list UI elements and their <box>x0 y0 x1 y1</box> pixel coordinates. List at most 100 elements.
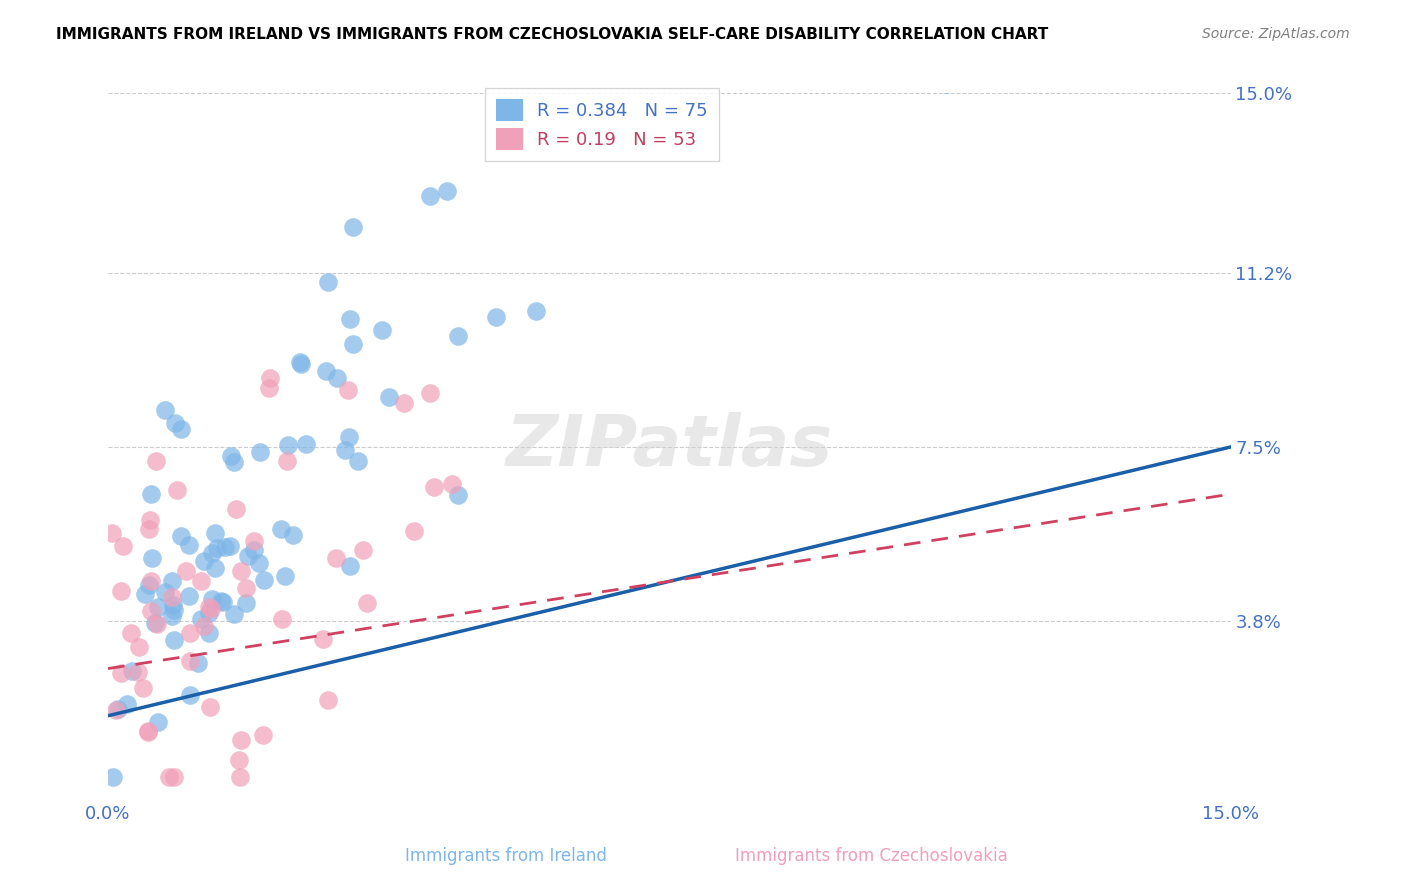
Point <box>174 564 197 578</box>
Point <box>177 589 200 603</box>
Text: IMMIGRANTS FROM IRELAND VS IMMIGRANTS FROM CZECHOSLOVAKIA SELF-CARE DISABILITY C: IMMIGRANTS FROM IRELAND VS IMMIGRANTS FR… <box>56 27 1049 42</box>
Point <box>316 276 339 290</box>
Point <box>121 664 143 678</box>
Point <box>392 395 415 409</box>
Point <box>110 665 132 680</box>
Point <box>339 558 361 573</box>
Point <box>153 585 176 599</box>
Point <box>333 443 356 458</box>
Point <box>141 551 163 566</box>
Text: ZIPatlas: ZIPatlas <box>506 412 832 482</box>
Point <box>179 654 201 668</box>
Point <box>193 554 215 568</box>
Point <box>146 599 169 614</box>
Point <box>193 619 215 633</box>
Point <box>198 606 221 620</box>
Point <box>139 574 162 588</box>
Point <box>270 612 292 626</box>
Point <box>160 574 183 588</box>
Text: Source: ZipAtlas.com: Source: ZipAtlas.com <box>1202 27 1350 41</box>
Point <box>315 364 337 378</box>
Point <box>139 487 162 501</box>
Point <box>339 312 361 326</box>
Point <box>583 62 606 77</box>
Point <box>402 524 425 538</box>
Point <box>326 371 349 385</box>
Point <box>821 39 844 54</box>
Point <box>347 453 370 467</box>
Point <box>138 522 160 536</box>
Point <box>294 436 316 450</box>
Point <box>162 599 184 613</box>
Point <box>257 381 280 395</box>
Point <box>146 616 169 631</box>
Point <box>235 581 257 595</box>
Point <box>447 329 470 343</box>
Point <box>139 513 162 527</box>
Point <box>242 543 264 558</box>
Point <box>419 385 441 400</box>
Legend: R = 0.384   N = 75, R = 0.19   N = 53: R = 0.384 N = 75, R = 0.19 N = 53 <box>485 88 718 161</box>
Point <box>110 584 132 599</box>
Point <box>187 29 209 44</box>
Point <box>112 539 135 553</box>
Point <box>252 728 274 742</box>
Point <box>222 607 245 621</box>
Point <box>179 625 201 640</box>
Point <box>212 594 235 608</box>
Point <box>204 561 226 575</box>
Point <box>153 403 176 417</box>
Point <box>447 488 470 502</box>
Point <box>120 626 142 640</box>
Point <box>101 770 124 784</box>
Point <box>163 770 186 784</box>
Point <box>371 323 394 337</box>
Point <box>436 184 458 198</box>
Text: Immigrants from Czechoslovakia: Immigrants from Czechoslovakia <box>735 847 1008 865</box>
Point <box>259 371 281 385</box>
Point <box>524 303 547 318</box>
Point <box>200 699 222 714</box>
Point <box>325 551 347 566</box>
Point <box>312 632 335 647</box>
Point <box>222 455 245 469</box>
Point <box>107 702 129 716</box>
Point <box>229 564 252 578</box>
Point <box>145 615 167 630</box>
Point <box>423 480 446 494</box>
Point <box>352 543 374 558</box>
Point <box>105 703 128 717</box>
Point <box>100 526 122 541</box>
Point <box>225 501 247 516</box>
Point <box>170 422 193 436</box>
Point <box>276 454 298 468</box>
Point <box>160 591 183 605</box>
Point <box>163 632 186 647</box>
Point <box>207 541 229 556</box>
Point <box>378 390 401 404</box>
Point <box>136 723 159 738</box>
Point <box>162 603 184 617</box>
Point <box>128 640 150 655</box>
Point <box>204 525 226 540</box>
Point <box>288 354 311 368</box>
Point <box>485 310 508 325</box>
Point <box>200 601 222 615</box>
Point <box>935 77 957 91</box>
Point <box>283 527 305 541</box>
Point <box>229 733 252 747</box>
Point <box>441 477 464 491</box>
Point <box>148 714 170 729</box>
Point <box>214 540 236 554</box>
Point <box>277 438 299 452</box>
Point <box>134 587 156 601</box>
Point <box>228 753 250 767</box>
Point <box>235 596 257 610</box>
Point <box>419 188 441 202</box>
Point <box>163 416 186 430</box>
Point <box>342 336 364 351</box>
Point <box>247 556 270 570</box>
Point <box>219 539 242 553</box>
Point <box>115 697 138 711</box>
Point <box>170 529 193 543</box>
